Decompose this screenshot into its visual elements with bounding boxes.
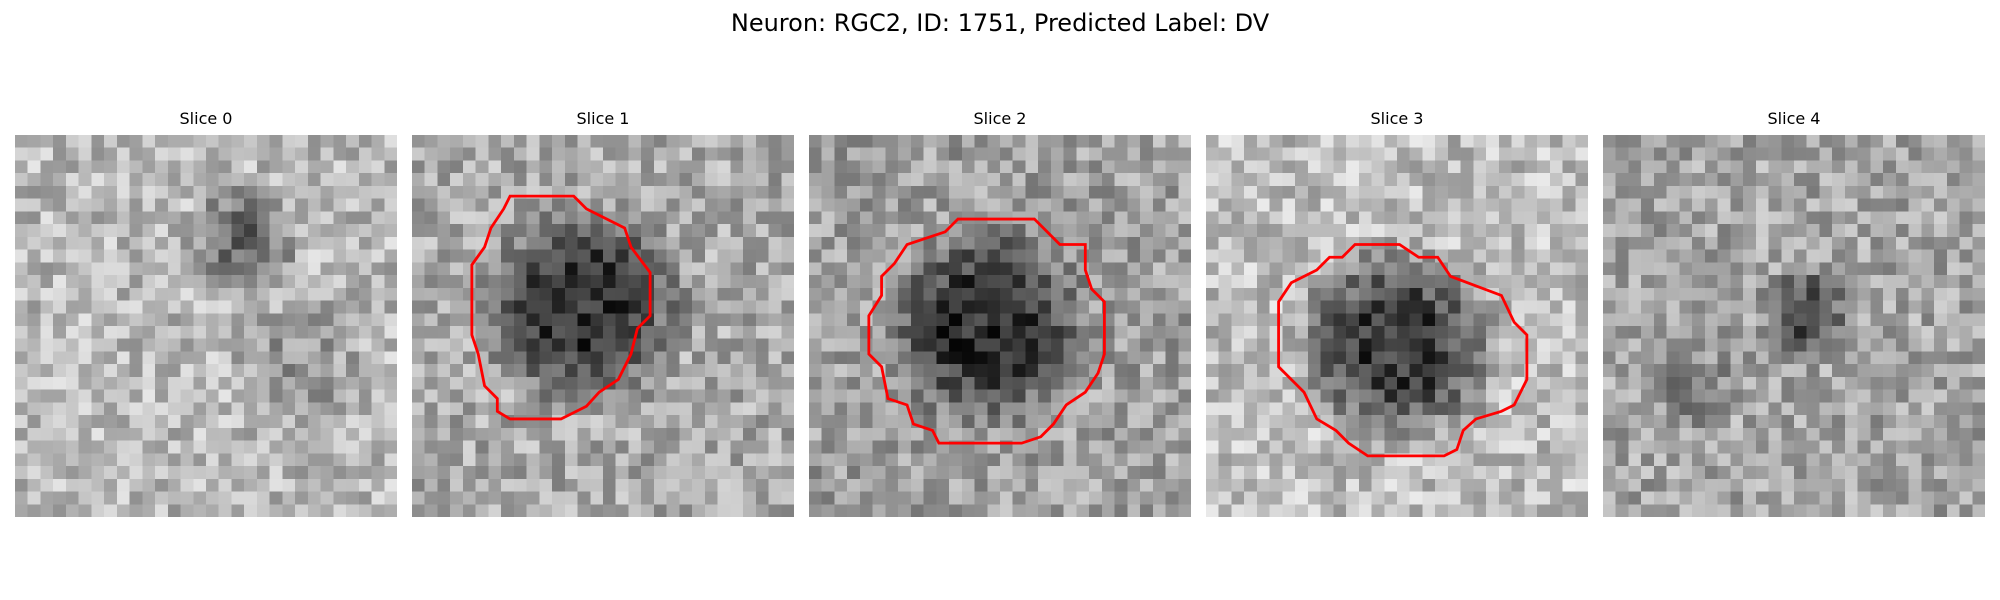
cell-contour-3	[1277, 243, 1529, 458]
slice-image-2	[809, 135, 1191, 517]
figure-title: Neuron: RGC2, ID: 1751, Predicted Label:…	[730, 9, 1270, 37]
slice-image-4	[1603, 135, 1985, 517]
slice-title-0: Slice 0	[179, 109, 233, 128]
slice-image-1	[412, 135, 794, 517]
slice-title-3: Slice 3	[1370, 109, 1424, 128]
slice-title-4: Slice 4	[1767, 109, 1821, 128]
slice-image-0	[15, 135, 397, 517]
cell-contour-1	[470, 194, 652, 421]
cell-contour-2	[867, 217, 1106, 445]
slice-image-3	[1206, 135, 1588, 517]
slice-title-2: Slice 2	[973, 109, 1027, 128]
slice-title-1: Slice 1	[576, 109, 630, 128]
